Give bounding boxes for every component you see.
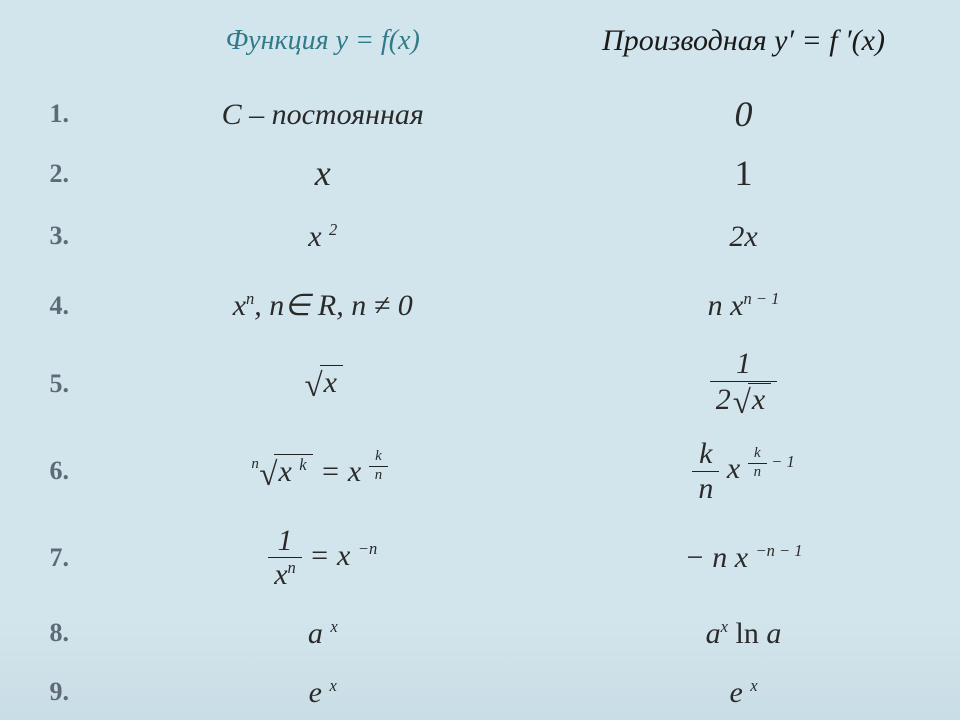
- derivative-cell: 1: [735, 159, 753, 192]
- table-row: 6. n√x k = x kn kn x kn − 1: [0, 428, 960, 515]
- row-number: 1.: [0, 83, 118, 147]
- derivative-cell: 2x: [729, 220, 757, 253]
- row-number: 3.: [0, 201, 118, 271]
- derivative-table: Функция y = f(x) Производная y′ = f ′(x)…: [0, 0, 960, 720]
- table-row: 7. 1xn = x −n − n x −n − 1: [0, 515, 960, 602]
- derivative-cell: 0: [735, 94, 753, 134]
- derivative-cell: − n x −n − 1: [684, 541, 802, 574]
- function-cell: x 2: [308, 220, 337, 253]
- row-number: 6.: [0, 428, 118, 515]
- table-row: 5. √x 12√x: [0, 341, 960, 428]
- row-number: 5.: [0, 341, 118, 428]
- header-function: Функция y = f(x): [126, 25, 519, 57]
- derivative-cell: ax ln a: [706, 617, 782, 650]
- table-row: 4. xn, n∈ R, n ≠ 0 n xn − 1: [0, 271, 960, 341]
- table-row: 8. a x ax ln a: [0, 601, 960, 665]
- function-cell: C – постоянная: [222, 98, 424, 131]
- row-number: 4.: [0, 271, 118, 341]
- derivative-cell: kn x kn − 1: [692, 452, 794, 485]
- row-number: 2.: [0, 146, 118, 201]
- table-row: 9. e x e x: [0, 665, 960, 720]
- table-row: 1. C – постоянная 0: [0, 83, 960, 147]
- table-row: 2. x 1: [0, 146, 960, 201]
- header-row: Функция y = f(x) Производная y′ = f ′(x): [0, 0, 960, 83]
- header-derivative: Производная y′ = f ′(x): [535, 24, 952, 58]
- derivative-cell: 12√x: [710, 365, 777, 398]
- header-blank: [0, 0, 118, 83]
- derivative-cell: e x: [729, 676, 757, 709]
- function-cell: e x: [309, 676, 337, 709]
- function-cell: a x: [308, 617, 338, 650]
- row-number: 8.: [0, 601, 118, 665]
- derivative-cell: n xn − 1: [708, 289, 780, 322]
- function-cell: xn, n∈ R, n ≠ 0: [233, 289, 413, 322]
- function-cell: n√x k = x kn: [257, 455, 388, 488]
- function-cell: x: [315, 159, 331, 192]
- function-cell: √x: [303, 366, 343, 399]
- row-number: 7.: [0, 515, 118, 602]
- function-cell: 1xn = x −n: [268, 539, 377, 572]
- row-number: 9.: [0, 665, 118, 720]
- table-row: 3. x 2 2x: [0, 201, 960, 271]
